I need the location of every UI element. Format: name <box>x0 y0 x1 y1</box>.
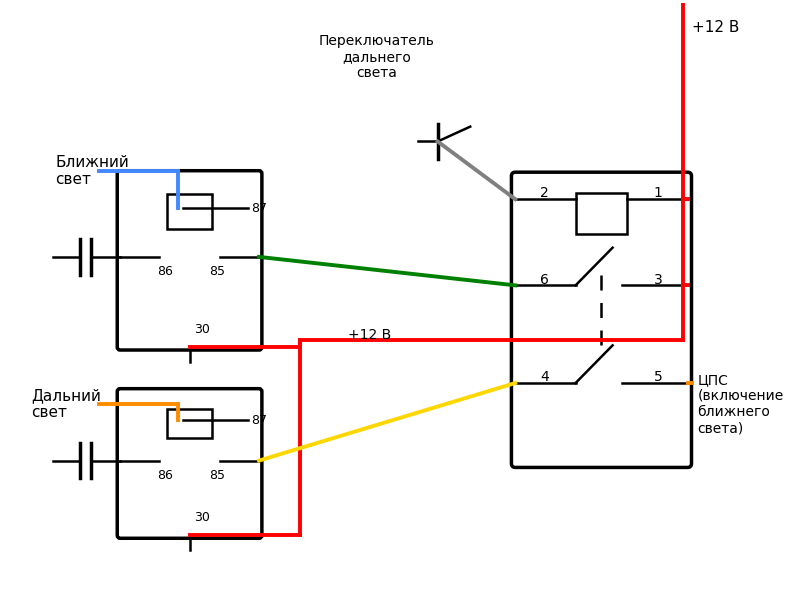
Text: 4: 4 <box>540 370 549 384</box>
Text: Ближний
свет: Ближний свет <box>55 155 130 187</box>
Text: Переключатель
дальнего
света: Переключатель дальнего света <box>318 34 434 80</box>
FancyBboxPatch shape <box>511 172 691 467</box>
Text: 86: 86 <box>157 265 173 278</box>
Text: ЦПС
(включение
ближнего
света): ЦПС (включение ближнего света) <box>698 373 783 436</box>
Bar <box>167 194 212 229</box>
Text: 30: 30 <box>194 511 210 524</box>
Text: 3: 3 <box>654 272 662 287</box>
Text: +12 В: +12 В <box>348 328 391 341</box>
Text: 1: 1 <box>654 187 663 200</box>
Text: 85: 85 <box>210 265 226 278</box>
Text: 2: 2 <box>540 187 549 200</box>
Text: 86: 86 <box>157 469 173 482</box>
Text: 85: 85 <box>210 469 226 482</box>
Text: 87: 87 <box>250 414 266 427</box>
Bar <box>576 193 627 233</box>
FancyBboxPatch shape <box>118 389 262 538</box>
Text: +12 В: +12 В <box>693 20 740 35</box>
Text: 30: 30 <box>194 323 210 336</box>
FancyBboxPatch shape <box>118 171 262 350</box>
Text: Дальний
свет: Дальний свет <box>31 388 102 420</box>
Text: 5: 5 <box>654 370 662 384</box>
Text: 87: 87 <box>250 202 266 215</box>
Text: 6: 6 <box>540 272 549 287</box>
Bar <box>167 409 212 437</box>
